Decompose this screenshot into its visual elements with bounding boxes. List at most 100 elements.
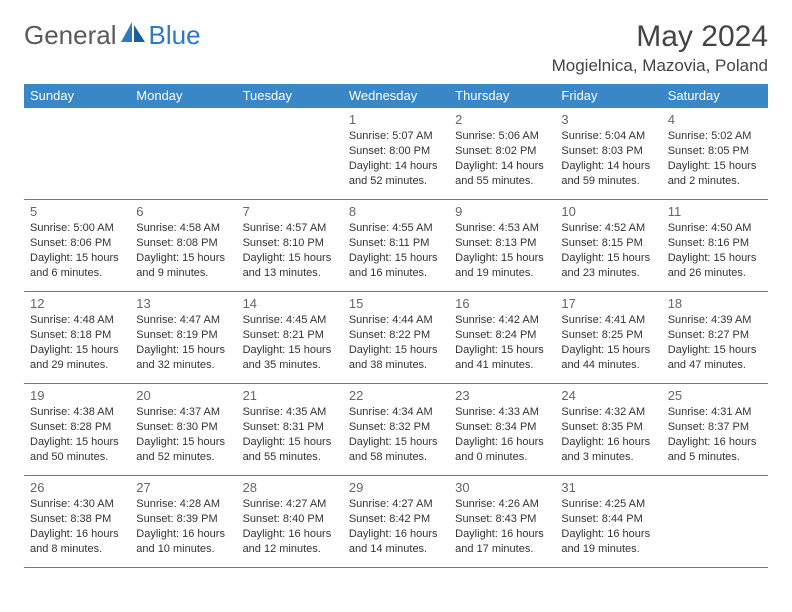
day-number: 4 <box>668 112 762 127</box>
day-detail: Sunrise: 4:25 AMSunset: 8:44 PMDaylight:… <box>561 497 655 556</box>
calendar-cell: 25 Sunrise: 4:31 AMSunset: 8:37 PMDayligh… <box>662 384 768 476</box>
day-number: 7 <box>243 204 337 219</box>
calendar-cell: 24Sunrise: 4:32 AMSunset: 8:35 PMDayligh… <box>555 384 661 476</box>
weekday-header: Friday <box>555 84 661 108</box>
calendar-cell: 14 Sunrise: 4:45 AMSunset: 8:21 PMDayligh… <box>237 292 343 384</box>
brand-logo: General Blue <box>24 20 201 51</box>
day-number: 16 <box>455 296 549 311</box>
calendar-cell: 17Sunrise: 4:41 AMSunset: 8:25 PMDayligh… <box>555 292 661 384</box>
calendar-header-row: SundayMondayTuesdayWednesdayThursdayFrid… <box>24 84 768 108</box>
calendar-cell: 16 Sunrise: 4:42 AMSunset: 8:24 PMDayligh… <box>449 292 555 384</box>
month-title: May 2024 <box>552 20 768 54</box>
calendar-cell: 1 Sunrise: 5:07 AMSunset: 8:00 PMDaylight… <box>343 108 449 200</box>
calendar-cell: 30 Sunrise: 4:26 AMSunset: 8:43 PMDayligh… <box>449 476 555 568</box>
day-number: 21 <box>243 388 337 403</box>
calendar-cell: 5 Sunrise: 5:00 AMSunset: 8:06 PMDaylight… <box>24 200 130 292</box>
day-number: 28 <box>243 480 337 495</box>
calendar-cell <box>662 476 768 568</box>
day-number: 25 <box>668 388 762 403</box>
weekday-header: Monday <box>130 84 236 108</box>
day-detail: Sunrise: 4:48 AMSunset: 8:18 PMDaylight:… <box>30 313 124 372</box>
day-number: 11 <box>668 204 762 219</box>
calendar-cell: 27 Sunrise: 4:28 AMSunset: 8:39 PMDayligh… <box>130 476 236 568</box>
calendar-cell: 10 Sunrise: 4:52 AMSunset: 8:15 PMDayligh… <box>555 200 661 292</box>
weekday-header: Tuesday <box>237 84 343 108</box>
day-detail: Sunrise: 4:38 AMSunset: 8:28 PMDaylight:… <box>30 405 124 464</box>
day-detail: Sunrise: 4:53 AMSunset: 8:13 PMDaylight:… <box>455 221 549 280</box>
title-block: May 2024 Mogielnica, Mazovia, Poland <box>552 20 768 76</box>
calendar-cell: 21 Sunrise: 4:35 AMSunset: 8:31 PMDayligh… <box>237 384 343 476</box>
day-detail: Sunrise: 4:26 AMSunset: 8:43 PMDaylight:… <box>455 497 549 556</box>
calendar-cell: 22 Sunrise: 4:34 AMSunset: 8:32 PMDayligh… <box>343 384 449 476</box>
day-detail: Sunrise: 4:45 AMSunset: 8:21 PMDaylight:… <box>243 313 337 372</box>
weekday-header: Wednesday <box>343 84 449 108</box>
calendar-cell: 4 Sunrise: 5:02 AMSunset: 8:05 PMDaylight… <box>662 108 768 200</box>
day-detail: Sunrise: 4:42 AMSunset: 8:24 PMDaylight:… <box>455 313 549 372</box>
calendar-cell: 31Sunrise: 4:25 AMSunset: 8:44 PMDayligh… <box>555 476 661 568</box>
calendar-cell <box>237 108 343 200</box>
calendar-cell: 13Sunrise: 4:47 AMSunset: 8:19 PMDayligh… <box>130 292 236 384</box>
calendar-cell: 11Sunrise: 4:50 AMSunset: 8:16 PMDayligh… <box>662 200 768 292</box>
day-detail: Sunrise: 5:00 AMSunset: 8:06 PMDaylight:… <box>30 221 124 280</box>
calendar-cell: 23Sunrise: 4:33 AMSunset: 8:34 PMDayligh… <box>449 384 555 476</box>
day-detail: Sunrise: 4:27 AMSunset: 8:40 PMDaylight:… <box>243 497 337 556</box>
day-detail: Sunrise: 5:06 AMSunset: 8:02 PMDaylight:… <box>455 129 549 188</box>
calendar-cell: 3 Sunrise: 5:04 AMSunset: 8:03 PMDaylight… <box>555 108 661 200</box>
calendar-cell: 19 Sunrise: 4:38 AMSunset: 8:28 PMDayligh… <box>24 384 130 476</box>
day-detail: Sunrise: 5:04 AMSunset: 8:03 PMDaylight:… <box>561 129 655 188</box>
day-detail: Sunrise: 4:55 AMSunset: 8:11 PMDaylight:… <box>349 221 443 280</box>
day-number: 10 <box>561 204 655 219</box>
calendar-cell: 12 Sunrise: 4:48 AMSunset: 8:18 PMDayligh… <box>24 292 130 384</box>
day-detail: Sunrise: 4:30 AMSunset: 8:38 PMDaylight:… <box>30 497 124 556</box>
calendar-cell: 18 Sunrise: 4:39 AMSunset: 8:27 PMDayligh… <box>662 292 768 384</box>
day-detail: Sunrise: 4:47 AMSunset: 8:19 PMDaylight:… <box>136 313 230 372</box>
day-detail: Sunrise: 4:35 AMSunset: 8:31 PMDaylight:… <box>243 405 337 464</box>
day-detail: Sunrise: 4:58 AMSunset: 8:08 PMDaylight:… <box>136 221 230 280</box>
weekday-header: Thursday <box>449 84 555 108</box>
day-number: 26 <box>30 480 124 495</box>
day-number: 1 <box>349 112 443 127</box>
day-detail: Sunrise: 5:02 AMSunset: 8:05 PMDaylight:… <box>668 129 762 188</box>
day-detail: Sunrise: 5:07 AMSunset: 8:00 PMDaylight:… <box>349 129 443 188</box>
day-number: 3 <box>561 112 655 127</box>
calendar-cell: 6 Sunrise: 4:58 AMSunset: 8:08 PMDaylight… <box>130 200 236 292</box>
day-number: 23 <box>455 388 549 403</box>
day-number: 18 <box>668 296 762 311</box>
day-number: 12 <box>30 296 124 311</box>
calendar-cell: 15 Sunrise: 4:44 AMSunset: 8:22 PMDayligh… <box>343 292 449 384</box>
calendar-cell: 8Sunrise: 4:55 AMSunset: 8:11 PMDaylight… <box>343 200 449 292</box>
calendar-cell: 7Sunrise: 4:57 AMSunset: 8:10 PMDaylight… <box>237 200 343 292</box>
day-number: 9 <box>455 204 549 219</box>
day-detail: Sunrise: 4:39 AMSunset: 8:27 PMDaylight:… <box>668 313 762 372</box>
brand-part1: General <box>24 20 117 51</box>
calendar-cell: 9 Sunrise: 4:53 AMSunset: 8:13 PMDaylight… <box>449 200 555 292</box>
brand-part2: Blue <box>149 20 201 51</box>
day-detail: Sunrise: 4:28 AMSunset: 8:39 PMDaylight:… <box>136 497 230 556</box>
day-number: 27 <box>136 480 230 495</box>
day-detail: Sunrise: 4:44 AMSunset: 8:22 PMDaylight:… <box>349 313 443 372</box>
calendar-cell <box>24 108 130 200</box>
day-number: 17 <box>561 296 655 311</box>
calendar-cell: 20Sunrise: 4:37 AMSunset: 8:30 PMDayligh… <box>130 384 236 476</box>
day-number: 22 <box>349 388 443 403</box>
calendar-table: SundayMondayTuesdayWednesdayThursdayFrid… <box>24 84 768 568</box>
day-number: 5 <box>30 204 124 219</box>
day-detail: Sunrise: 4:31 AMSunset: 8:37 PMDaylight:… <box>668 405 762 464</box>
day-number: 15 <box>349 296 443 311</box>
calendar-cell <box>130 108 236 200</box>
weekday-header: Sunday <box>24 84 130 108</box>
calendar-cell: 29Sunrise: 4:27 AMSunset: 8:42 PMDayligh… <box>343 476 449 568</box>
calendar-body: 1 Sunrise: 5:07 AMSunset: 8:00 PMDaylight… <box>24 108 768 568</box>
day-detail: Sunrise: 4:34 AMSunset: 8:32 PMDaylight:… <box>349 405 443 464</box>
header: General Blue May 2024 Mogielnica, Mazovi… <box>24 20 768 76</box>
day-number: 30 <box>455 480 549 495</box>
day-detail: Sunrise: 4:27 AMSunset: 8:42 PMDaylight:… <box>349 497 443 556</box>
day-number: 6 <box>136 204 230 219</box>
day-number: 20 <box>136 388 230 403</box>
day-number: 19 <box>30 388 124 403</box>
day-detail: Sunrise: 4:32 AMSunset: 8:35 PMDaylight:… <box>561 405 655 464</box>
calendar-cell: 2Sunrise: 5:06 AMSunset: 8:02 PMDaylight… <box>449 108 555 200</box>
calendar-cell: 26 Sunrise: 4:30 AMSunset: 8:38 PMDayligh… <box>24 476 130 568</box>
day-detail: Sunrise: 4:52 AMSunset: 8:15 PMDaylight:… <box>561 221 655 280</box>
day-number: 14 <box>243 296 337 311</box>
